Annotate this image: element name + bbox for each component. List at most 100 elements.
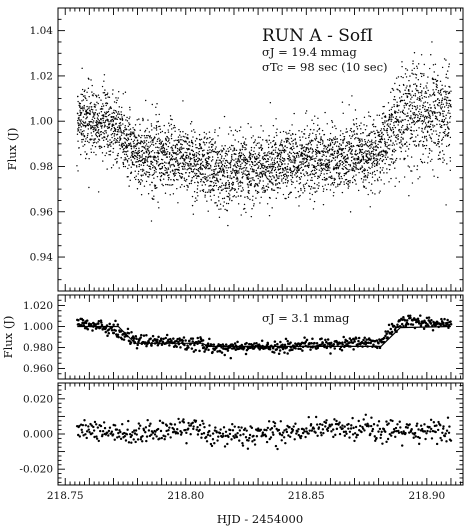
data-point — [214, 169, 216, 171]
data-point — [175, 339, 178, 343]
data-point — [448, 110, 450, 112]
data-point — [190, 167, 192, 170]
data-point — [398, 109, 400, 111]
data-point — [260, 339, 264, 343]
data-point — [150, 160, 153, 163]
data-point — [265, 175, 267, 177]
data-point — [392, 324, 396, 328]
data-point — [312, 187, 314, 189]
data-point — [341, 343, 344, 346]
data-point — [279, 168, 282, 170]
data-point — [445, 117, 447, 119]
data-point — [182, 154, 185, 157]
data-point — [400, 322, 404, 326]
data-point — [149, 145, 152, 147]
data-point — [150, 141, 152, 143]
data-point — [375, 145, 377, 147]
data-point — [186, 189, 188, 191]
data-point — [248, 151, 251, 153]
data-point — [151, 143, 153, 146]
data-point — [188, 339, 191, 342]
data-point — [309, 159, 311, 161]
data-point — [176, 150, 179, 152]
data-point — [395, 77, 398, 79]
data-point — [413, 120, 415, 123]
data-point — [380, 179, 382, 181]
data-point — [241, 158, 243, 161]
data-point — [110, 430, 114, 433]
data-point — [384, 330, 387, 333]
data-point — [144, 431, 147, 434]
data-point — [215, 165, 217, 167]
data-point — [173, 423, 177, 426]
data-point — [289, 168, 292, 170]
data-point — [179, 152, 181, 154]
data-point — [133, 135, 135, 138]
data-point — [167, 145, 170, 148]
data-point — [125, 153, 128, 156]
data-point — [105, 97, 107, 99]
data-point — [179, 150, 182, 153]
data-point — [298, 176, 301, 179]
data-point — [122, 132, 124, 134]
data-point — [141, 440, 144, 443]
data-point — [280, 161, 282, 164]
data-point — [129, 143, 131, 145]
data-point — [411, 105, 414, 107]
data-point — [318, 127, 321, 130]
data-point — [370, 141, 373, 143]
data-point — [86, 99, 88, 102]
data-point — [425, 126, 427, 128]
data-point — [171, 164, 173, 166]
data-point — [205, 178, 207, 181]
data-point — [225, 152, 228, 155]
data-point — [421, 144, 424, 146]
data-point — [260, 144, 263, 146]
data-point — [340, 349, 344, 352]
data-point — [161, 140, 163, 142]
data-point — [139, 123, 141, 126]
data-point — [419, 176, 421, 178]
data-point — [146, 127, 148, 130]
data-point — [101, 117, 104, 120]
data-point — [299, 182, 302, 184]
data-point — [151, 334, 155, 338]
data-point — [238, 185, 240, 187]
data-point — [148, 150, 150, 152]
data-point — [391, 115, 393, 117]
data-point — [149, 135, 152, 137]
data-point — [199, 145, 201, 147]
data-point — [312, 208, 315, 210]
data-point — [155, 171, 157, 173]
data-point — [290, 171, 292, 174]
data-point — [223, 197, 226, 199]
data-point — [159, 337, 163, 340]
data-point — [216, 179, 219, 182]
data-point — [155, 161, 158, 163]
data-point — [238, 159, 240, 161]
data-point — [386, 146, 388, 148]
data-point — [116, 118, 118, 121]
data-point — [76, 433, 80, 437]
data-point — [379, 190, 381, 192]
data-point — [400, 75, 402, 78]
data-point — [203, 176, 206, 178]
data-point — [94, 141, 96, 144]
data-point — [194, 172, 196, 175]
data-point — [285, 150, 287, 152]
data-point — [150, 220, 153, 222]
data-point — [175, 172, 177, 175]
data-point — [301, 349, 304, 352]
data-point — [422, 153, 424, 155]
data-point — [395, 157, 398, 160]
data-point — [382, 123, 384, 126]
data-point — [449, 322, 453, 326]
data-point — [363, 116, 366, 119]
data-point — [114, 158, 116, 161]
data-point — [311, 193, 314, 196]
data-point — [267, 160, 269, 163]
data-point — [163, 147, 166, 150]
data-point — [276, 128, 278, 130]
data-point — [271, 188, 273, 190]
data-point — [310, 147, 312, 149]
